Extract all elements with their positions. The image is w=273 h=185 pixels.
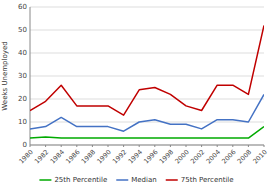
y-tick-label: 10 (18, 118, 27, 126)
grid-line (30, 99, 264, 100)
y-tick-label: 30 (18, 72, 27, 80)
x-tick-label: 2002 (189, 148, 206, 165)
x-tick-label: 1994 (127, 148, 144, 165)
y-axis (30, 7, 31, 145)
grid-line (30, 53, 264, 54)
x-axis (30, 145, 264, 146)
y-axis-label: Weeks Unemployed (1, 41, 9, 110)
x-tick-label: 1996 (142, 148, 159, 165)
legend: 25th Percentile Median 75th Percentile (39, 176, 233, 184)
x-tick-label: 1992 (111, 148, 128, 165)
x-tick-label: 1984 (49, 148, 66, 165)
y-tick-label: 0 (23, 141, 27, 149)
grid-line (30, 122, 264, 123)
y-tick-label: 60 (18, 3, 27, 11)
x-tick-label: 2004 (205, 148, 222, 165)
y-tick-label: 20 (18, 95, 27, 103)
x-tick-label: 1982 (33, 148, 50, 165)
y-tick-label: 40 (18, 49, 27, 57)
grid-line (30, 30, 264, 31)
series-line (30, 127, 264, 139)
x-tick-label: 1980 (17, 148, 34, 165)
x-tick-label: 2000 (173, 148, 190, 165)
grid-line (30, 76, 264, 77)
legend-swatch (39, 179, 51, 181)
legend-swatch (116, 179, 128, 181)
x-tick-label: 2010 (251, 148, 268, 165)
x-tick-label: 1998 (158, 148, 175, 165)
legend-label: 25th Percentile (54, 176, 107, 184)
plot-area (30, 25, 264, 138)
x-tick-label: 1988 (80, 148, 97, 165)
legend-label: Median (131, 176, 156, 184)
chart: 0102030405060198019821984198619881990199… (0, 0, 273, 185)
legend-label: 75th Percentile (181, 176, 234, 184)
grid-line (30, 145, 264, 146)
x-tick-label: 2008 (236, 148, 253, 165)
series-line (30, 25, 264, 115)
legend-swatch (166, 179, 178, 181)
x-tick-label: 2006 (220, 148, 237, 165)
grid-line (30, 7, 264, 8)
y-tick-label: 50 (18, 26, 27, 34)
x-tick-label: 1986 (64, 148, 81, 165)
series-line (30, 94, 264, 131)
x-tick-label: 1990 (95, 148, 112, 165)
